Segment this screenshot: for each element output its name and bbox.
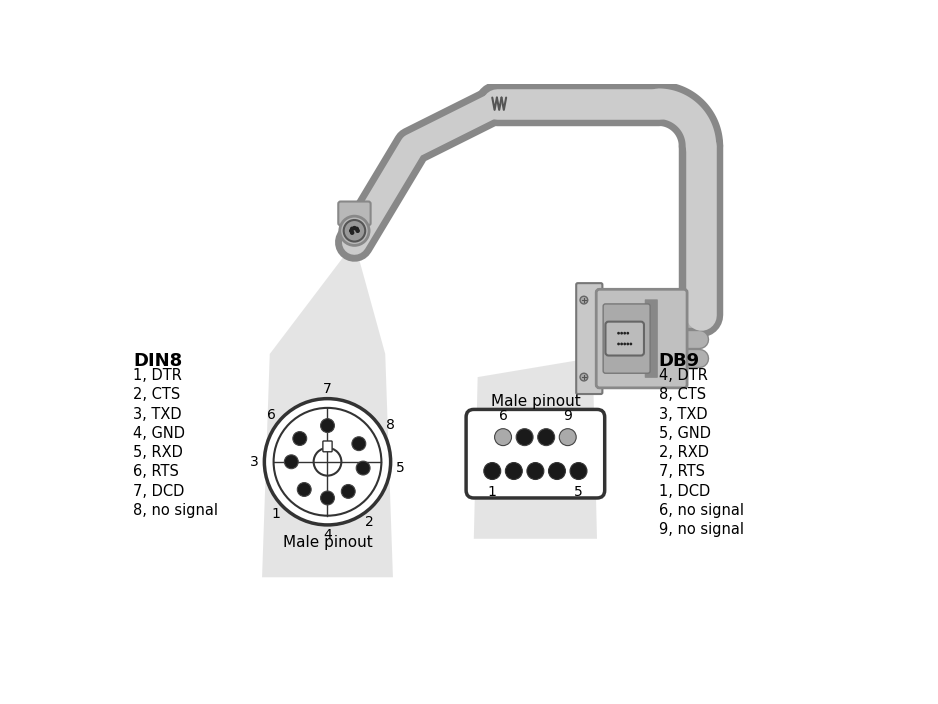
Circle shape (629, 343, 632, 346)
Circle shape (356, 227, 358, 230)
FancyBboxPatch shape (466, 410, 605, 498)
Polygon shape (262, 242, 393, 577)
Circle shape (559, 429, 576, 446)
Text: 2: 2 (365, 515, 374, 529)
Circle shape (627, 332, 629, 334)
Text: 2, CTS: 2, CTS (133, 387, 181, 402)
Text: 4, DTR: 4, DTR (658, 368, 707, 383)
Text: 4: 4 (323, 528, 332, 542)
FancyBboxPatch shape (576, 283, 602, 394)
FancyBboxPatch shape (597, 289, 687, 388)
Circle shape (284, 455, 298, 469)
Text: 6: 6 (499, 409, 507, 423)
Text: 6: 6 (267, 408, 276, 422)
Text: 3: 3 (250, 455, 259, 469)
Text: 8: 8 (386, 418, 395, 432)
Circle shape (321, 419, 335, 432)
Circle shape (570, 463, 587, 479)
Text: DIN8: DIN8 (133, 353, 183, 370)
Circle shape (580, 296, 588, 304)
Text: 5: 5 (396, 461, 404, 475)
Circle shape (617, 332, 620, 334)
Text: 1, DCD: 1, DCD (658, 484, 710, 498)
Circle shape (617, 343, 620, 346)
Circle shape (580, 373, 588, 381)
Circle shape (620, 332, 623, 334)
Text: 5, RXD: 5, RXD (133, 445, 183, 460)
Circle shape (293, 432, 307, 446)
Text: 8, no signal: 8, no signal (133, 503, 219, 517)
Text: 6, no signal: 6, no signal (658, 503, 744, 517)
Text: 1: 1 (271, 506, 280, 520)
Text: 1, DTR: 1, DTR (133, 368, 182, 383)
Text: 2, RXD: 2, RXD (658, 445, 708, 460)
Circle shape (527, 463, 544, 479)
Circle shape (549, 463, 566, 479)
Circle shape (624, 332, 626, 334)
Text: 7, DCD: 7, DCD (133, 484, 185, 498)
Text: 6, RTS: 6, RTS (133, 465, 179, 479)
FancyBboxPatch shape (603, 304, 650, 373)
Circle shape (313, 448, 341, 476)
Circle shape (350, 230, 353, 232)
Text: 5, GND: 5, GND (658, 426, 711, 441)
Text: Male pinout: Male pinout (491, 394, 581, 409)
Circle shape (537, 429, 554, 446)
FancyBboxPatch shape (339, 201, 371, 225)
Text: 7, RTS: 7, RTS (658, 465, 704, 479)
Text: 5: 5 (574, 485, 582, 499)
FancyBboxPatch shape (644, 299, 658, 378)
Circle shape (356, 230, 359, 232)
Text: 9: 9 (564, 409, 572, 423)
Ellipse shape (343, 220, 365, 241)
Circle shape (352, 436, 366, 451)
Circle shape (624, 343, 626, 346)
Text: 3, TXD: 3, TXD (133, 406, 182, 422)
Text: 3, TXD: 3, TXD (658, 406, 707, 422)
Circle shape (484, 463, 501, 479)
Text: 9, no signal: 9, no signal (658, 522, 744, 537)
Circle shape (494, 429, 511, 446)
Text: Male pinout: Male pinout (282, 535, 372, 550)
Text: DB9: DB9 (658, 353, 700, 370)
Circle shape (620, 343, 623, 346)
FancyBboxPatch shape (605, 322, 644, 356)
Circle shape (353, 227, 356, 230)
Circle shape (356, 461, 371, 475)
Circle shape (341, 484, 356, 498)
Text: 7: 7 (323, 382, 332, 396)
Circle shape (265, 398, 390, 525)
Text: 4, GND: 4, GND (133, 426, 186, 441)
Circle shape (351, 231, 354, 234)
Polygon shape (474, 353, 625, 539)
Circle shape (506, 463, 522, 479)
Circle shape (297, 482, 311, 496)
Ellipse shape (340, 216, 369, 246)
Circle shape (321, 491, 335, 505)
Circle shape (627, 343, 629, 346)
Text: 1: 1 (488, 485, 497, 499)
Circle shape (351, 227, 354, 230)
Circle shape (516, 429, 533, 446)
FancyBboxPatch shape (323, 441, 332, 452)
Text: 8, CTS: 8, CTS (658, 387, 705, 402)
